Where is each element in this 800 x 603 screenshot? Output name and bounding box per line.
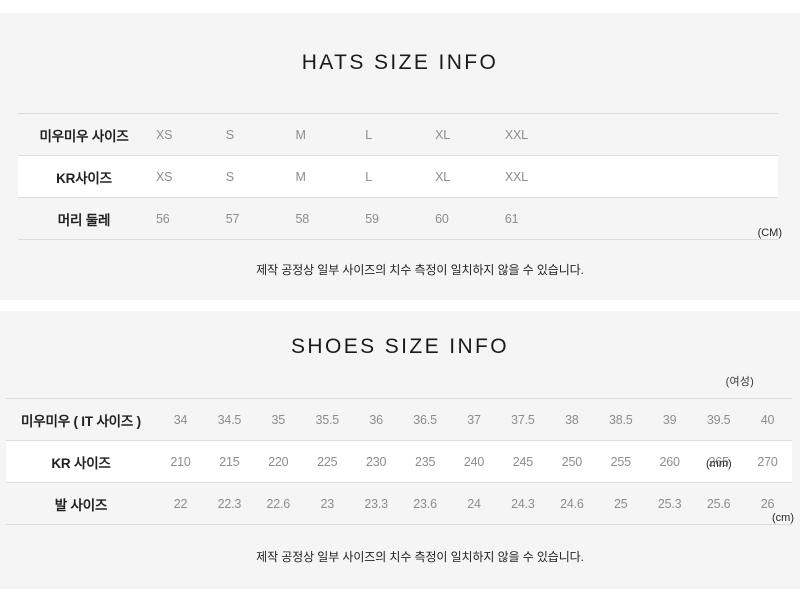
table-row: 미우미우 사이즈 XS S M L XL XXL — [18, 113, 778, 156]
row-label-kr-size: KR사이즈 — [18, 155, 150, 198]
shoes-cell: 210 — [156, 440, 205, 483]
table-row: KR사이즈 XS S M L XL XXL — [18, 155, 778, 198]
shoes-cell: 26 — [743, 482, 792, 525]
shoes-cell: 25 — [596, 482, 646, 525]
shoes-cell: 36.5 — [400, 398, 450, 441]
table-row: 미우미우 ( IT 사이즈 ) 34 34.5 35 35.5 36 36.5 … — [6, 398, 792, 441]
hats-cell: M — [289, 155, 360, 198]
shoes-cell: 255 — [596, 440, 646, 483]
shoes-cell: 240 — [449, 440, 499, 483]
shoes-cell: 260 — [645, 440, 695, 483]
hats-cell: 57 — [219, 197, 290, 240]
shoes-cell: 40 — [743, 398, 792, 441]
shoes-cell: 22 — [156, 482, 205, 525]
hats-cell: 60 — [429, 197, 499, 240]
shoes-cell: 39.5 — [694, 398, 744, 441]
shoes-cell: 24 — [449, 482, 499, 525]
table-row: KR 사이즈 210 215 220 225 230 235 240 245 2… — [6, 440, 792, 483]
shoes-cell: 34 — [156, 398, 205, 441]
shoes-cell: 265 — [694, 440, 744, 483]
hats-cell: 61 — [498, 197, 569, 240]
hats-cell: XXL — [498, 113, 569, 156]
shoes-size-table: 미우미우 ( IT 사이즈 ) 34 34.5 35 35.5 36 36.5 … — [6, 398, 792, 525]
shoes-cell: 25.3 — [645, 482, 695, 525]
hats-cell: XL — [429, 113, 499, 156]
shoes-cell: 23.6 — [400, 482, 450, 525]
shoes-size-section: SHOES SIZE INFO (여성) 미우미우 ( IT 사이즈 ) 34 … — [0, 311, 800, 589]
hats-cell-empty — [568, 197, 639, 240]
shoes-cell: 38.5 — [596, 398, 646, 441]
shoes-cell: 37.5 — [498, 398, 548, 441]
shoes-cell: 39 — [645, 398, 695, 441]
shoes-unit-cm-label: (cm) — [772, 512, 794, 524]
shoes-unit-mm-label: (mm) — [706, 458, 732, 470]
shoes-cell: 23.3 — [351, 482, 401, 525]
shoes-cell: 37 — [449, 398, 499, 441]
hats-cell-empty — [568, 155, 639, 198]
hats-cell: 58 — [289, 197, 360, 240]
hats-cell: XL — [429, 155, 499, 198]
hats-cell-empty — [638, 113, 709, 156]
shoes-cell: 230 — [351, 440, 401, 483]
hats-cell: L — [359, 155, 430, 198]
shoes-cell: 36 — [351, 398, 401, 441]
shoes-cell: 24.3 — [498, 482, 548, 525]
hats-cell: M — [289, 113, 360, 156]
hats-footnote: 제작 공정상 일부 사이즈의 치수 측정이 일치하지 않을 수 있습니다. — [256, 263, 584, 277]
shoes-cell: 235 — [400, 440, 450, 483]
shoes-cell: 38 — [547, 398, 597, 441]
hats-size-section: HATS SIZE INFO 미우미우 사이즈 XS S M L XL XXL … — [0, 13, 800, 300]
row-label-head-circumference: 머리 둘레 — [18, 197, 150, 240]
shoes-cell: 22.3 — [204, 482, 254, 525]
hats-cell: XS — [150, 155, 220, 198]
hats-cell-empty — [708, 113, 778, 156]
hats-cell: S — [219, 113, 290, 156]
hats-unit-label: (CM) — [757, 227, 782, 239]
shoes-cell: 34.5 — [204, 398, 254, 441]
hats-cell-empty — [708, 155, 778, 198]
shoes-cell: 24.6 — [547, 482, 597, 525]
hats-cell-empty — [638, 155, 709, 198]
hats-size-table: 미우미우 사이즈 XS S M L XL XXL KR사이즈 XS S M L — [18, 113, 778, 240]
shoes-cell: 270 — [743, 440, 792, 483]
row-label-miumiu-size: 미우미우 사이즈 — [18, 113, 150, 156]
shoes-cell: 35 — [253, 398, 303, 441]
shoes-cell: 250 — [547, 440, 597, 483]
table-row: 머리 둘레 56 57 58 59 60 61 — [18, 197, 778, 240]
shoes-cell: 220 — [253, 440, 303, 483]
hats-cell: XXL — [498, 155, 569, 198]
shoes-cell: 25.6 — [694, 482, 744, 525]
hats-cell: 59 — [359, 197, 430, 240]
hats-cell: XS — [150, 113, 220, 156]
shoes-cell: 215 — [204, 440, 254, 483]
shoes-footnote: 제작 공정상 일부 사이즈의 치수 측정이 일치하지 않을 수 있습니다. — [256, 550, 584, 564]
shoes-gender-note: (여성) — [725, 376, 754, 388]
row-label-foot-size: 발 사이즈 — [6, 482, 156, 525]
hats-cell: L — [359, 113, 430, 156]
size-info-page: HATS SIZE INFO 미우미우 사이즈 XS S M L XL XXL … — [0, 0, 800, 564]
hats-section-title: HATS SIZE INFO — [301, 51, 499, 74]
hats-cell-empty — [708, 197, 778, 240]
hats-cell: S — [219, 155, 290, 198]
section-divider — [0, 300, 800, 311]
row-label-miumiu-it-size: 미우미우 ( IT 사이즈 ) — [6, 398, 156, 441]
shoes-cell: 225 — [302, 440, 352, 483]
bottom-spacer — [0, 589, 800, 603]
hats-cell: 56 — [150, 197, 220, 240]
table-row: 발 사이즈 22 22.3 22.6 23 23.3 23.6 24 24.3 … — [6, 482, 792, 525]
shoes-cell: 22.6 — [253, 482, 303, 525]
row-label-kr-size: KR 사이즈 — [6, 440, 156, 483]
hats-cell-empty — [638, 197, 709, 240]
shoes-cell: 35.5 — [302, 398, 352, 441]
shoes-section-title: SHOES SIZE INFO — [290, 335, 510, 358]
shoes-cell: 245 — [498, 440, 548, 483]
shoes-cell: 23 — [302, 482, 352, 525]
top-spacer — [0, 0, 800, 13]
hats-cell-empty — [568, 113, 639, 156]
